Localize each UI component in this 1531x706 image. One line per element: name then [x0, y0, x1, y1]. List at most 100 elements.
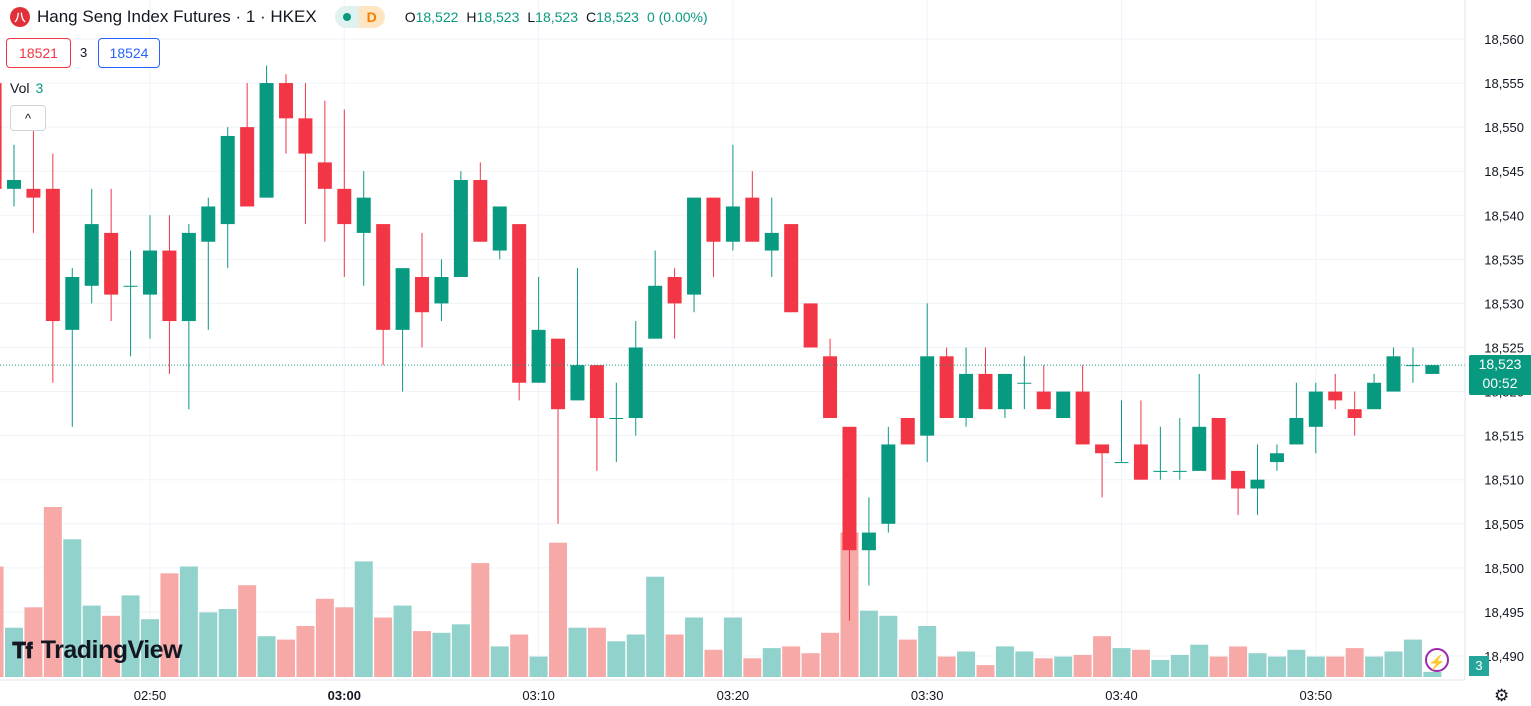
- volume-bar: [179, 566, 198, 677]
- time-tick-label: 03:30: [911, 688, 944, 703]
- chevron-up-icon: ^: [24, 110, 32, 126]
- low-value: 18,523: [535, 9, 578, 25]
- candle-body: [920, 356, 935, 436]
- price-tick-label: 18,555: [1484, 76, 1524, 91]
- volume-bar: [141, 619, 159, 677]
- grid: [0, 0, 1465, 680]
- candle-body: [959, 373, 974, 419]
- candle-body: [589, 365, 604, 419]
- volume-bar: [1287, 649, 1306, 677]
- volume-bar: [1015, 651, 1034, 677]
- volume-bar: [1170, 654, 1189, 677]
- candle-body: [1114, 462, 1129, 464]
- collapse-legend-button[interactable]: ^: [10, 105, 46, 131]
- candle-body: [861, 532, 876, 551]
- volume-bar: [199, 612, 218, 677]
- symbol-title[interactable]: Hang Seng Index Futures · 1 · HKEX: [37, 7, 317, 26]
- candle-body: [997, 373, 1012, 410]
- candle-body: [220, 135, 235, 225]
- candle-body: [512, 224, 527, 383]
- candle-body: [376, 224, 391, 330]
- candle-body: [395, 268, 410, 330]
- candle-body: [1153, 470, 1168, 472]
- candle-body: [803, 303, 818, 348]
- candle-body: [201, 206, 216, 242]
- candle-body: [415, 276, 430, 313]
- volume-bar: [374, 617, 393, 677]
- market-open-dot-icon: [334, 6, 359, 28]
- candle-body: [279, 83, 294, 119]
- candle-body: [0, 83, 2, 189]
- candle-body: [881, 444, 896, 524]
- volume-bar: [102, 615, 121, 677]
- price-tick-label: 18,515: [1484, 429, 1524, 444]
- time-tick-label: 03:40: [1105, 688, 1138, 703]
- volume-bar: [335, 607, 354, 677]
- time-tick-label: 03:10: [522, 688, 555, 703]
- lightning-icon[interactable]: ⚡: [1425, 648, 1449, 672]
- volume-bar: [354, 561, 373, 677]
- volume-bar: [1423, 671, 1442, 677]
- volume-bar: [529, 656, 548, 677]
- candle-body: [531, 329, 546, 383]
- volume-bar: [1034, 658, 1053, 677]
- watermark-text: TradingView: [40, 636, 183, 664]
- volume-bar: [1345, 648, 1364, 677]
- volume-bar: [995, 646, 1014, 677]
- buy-button[interactable]: 18524: [98, 38, 160, 68]
- market-status[interactable]: D: [334, 6, 385, 28]
- time-axis: 02:50 03:00 03:10 03:20 03:30 03:40 03:50: [134, 688, 1332, 703]
- volume-bar: [879, 615, 898, 677]
- volume-bar: [238, 585, 257, 677]
- volume-bar: [277, 639, 296, 677]
- tradingview-watermark[interactable]: 𝐓𝐟 TradingView: [12, 636, 183, 665]
- candle-body: [453, 180, 468, 277]
- symbol-legend: 八 Hang Seng Index Futures · 1 · HKEX D O…: [10, 6, 708, 28]
- price-tick-label: 18,550: [1484, 120, 1524, 135]
- volume-bar: [315, 598, 334, 677]
- order-quantity[interactable]: 3: [80, 44, 88, 60]
- candles: [0, 65, 1440, 621]
- candle-body: [26, 188, 41, 198]
- volume-bar: [549, 542, 568, 677]
- delayed-badge: D: [358, 6, 385, 28]
- volume-bar: [510, 634, 529, 677]
- volume-bar: [121, 595, 140, 677]
- candle-body: [648, 285, 663, 339]
- open-label: O: [404, 9, 416, 25]
- volume-legend-label: Vol: [10, 80, 30, 96]
- volume-bar: [1365, 656, 1384, 677]
- price-tick-label: 18,490: [1484, 649, 1524, 664]
- candle-body: [1192, 426, 1207, 471]
- close-value: 18,523: [596, 9, 639, 25]
- price-tick-label: 18,545: [1484, 164, 1524, 179]
- volume-bar: [801, 653, 820, 677]
- candle-body: [1405, 365, 1420, 367]
- volume-bar: [626, 634, 645, 677]
- candle-body: [609, 418, 624, 420]
- volume-bar: [704, 649, 723, 677]
- volume-bar: [1131, 649, 1150, 677]
- volume-bar: [160, 573, 179, 677]
- volume-bar: [665, 634, 684, 677]
- candle-body: [337, 188, 352, 225]
- time-tick-label: 03:20: [717, 688, 750, 703]
- volume-bar: [743, 658, 762, 677]
- settings-icon[interactable]: ⚙: [1494, 686, 1510, 705]
- volume-bar: [296, 626, 315, 677]
- candle-body: [162, 250, 177, 322]
- candle-body: [181, 232, 196, 322]
- candle-body: [784, 224, 799, 313]
- volume-bar: [821, 632, 840, 677]
- volume-bar: [1306, 656, 1325, 677]
- candle-body: [473, 180, 488, 242]
- volume-bar: [1190, 644, 1209, 677]
- candle-body: [1231, 470, 1246, 489]
- volume-bar: [24, 607, 43, 677]
- volume-bar: [685, 617, 704, 677]
- sell-button[interactable]: 18521: [6, 38, 71, 68]
- price-tick-label: 18,510: [1484, 473, 1524, 488]
- candle-body: [687, 197, 702, 295]
- volume-bar: [1209, 656, 1228, 677]
